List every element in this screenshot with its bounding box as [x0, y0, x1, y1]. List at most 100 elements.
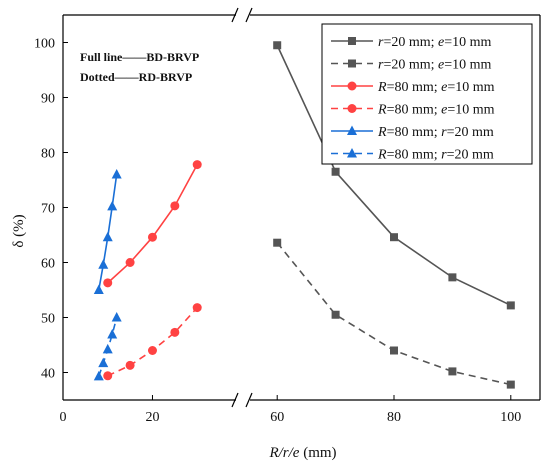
y-tick-label: 70 [41, 202, 55, 217]
legend-label-part: e [441, 80, 447, 95]
annotation-lead: Dotted [80, 70, 115, 84]
annotation-tail: BD-BRVP [146, 50, 199, 64]
legend-label: r=20 mm; e=10 mm [378, 58, 492, 73]
y-tick-label: 60 [41, 257, 55, 272]
series-line [107, 307, 198, 377]
legend-label-part: =20 mm [447, 125, 494, 140]
data-point [98, 357, 109, 368]
series-line [107, 164, 198, 284]
data-point [102, 343, 113, 354]
legend-swatch-marker [347, 81, 357, 91]
data-point [506, 301, 515, 310]
data-point [448, 367, 457, 376]
data-point [390, 346, 398, 355]
y-tick-label: 100 [34, 37, 55, 52]
legend-label-part: r [378, 58, 384, 73]
series-1 [273, 41, 515, 310]
annotation-dotted: Dotted——RD-BRVP [80, 70, 192, 84]
series-3 [103, 160, 202, 288]
legend-label-part: =10 mm [447, 103, 494, 118]
data-point [273, 41, 282, 50]
data-point [93, 284, 104, 294]
x-tick-label: 60 [270, 410, 284, 425]
series-group [93, 41, 515, 389]
legend-item-3: R=80 mm; e=10 mm [331, 80, 495, 95]
data-point [390, 233, 398, 242]
legend-label-part: =20 mm; [383, 58, 438, 73]
data-point [170, 201, 180, 211]
legend-label-part: =80 mm; [387, 103, 442, 118]
axis-break-mark [245, 392, 253, 408]
legend-label-part: =10 mm [447, 80, 494, 95]
legend-item-5: R=80 mm; r=20 mm [331, 125, 494, 140]
x-tick-label: 80 [387, 410, 401, 425]
series-2 [273, 238, 515, 389]
legend-label-part: =10 mm [444, 58, 491, 73]
series-4 [103, 303, 202, 381]
legend-label-part: =80 mm; [387, 80, 442, 95]
legend-swatch-marker [347, 104, 357, 113]
legend-label-part: =20 mm; [383, 35, 438, 50]
legend-swatch-marker [347, 148, 357, 158]
data-point [192, 303, 202, 313]
legend-label-part: =20 mm [447, 148, 494, 163]
annotation-dash: —— [114, 70, 140, 84]
axes: 40 50 60 70 80 90 100 0 20 60 80 100 [34, 37, 521, 426]
legend-label-part: r [441, 125, 447, 140]
x-axis-label-vars: R/r/e [268, 445, 299, 461]
y-tick-label: 50 [41, 312, 55, 327]
data-point [192, 160, 202, 170]
legend-label-part: R [377, 148, 387, 163]
y-tick-label: 40 [41, 367, 55, 382]
legend-label-part: e [438, 35, 444, 50]
data-point [103, 278, 113, 288]
legend-label-part: R [377, 80, 387, 95]
series-line [276, 242, 511, 386]
x-tick-label: 20 [145, 410, 159, 425]
legend-box [321, 23, 533, 165]
data-point [170, 327, 180, 337]
legend-label: R=80 mm; e=10 mm [377, 103, 495, 118]
x-axis-label: R/r/e (mm) [268, 445, 336, 461]
data-point [147, 346, 157, 355]
data-point [107, 329, 118, 339]
legend-label: R=80 mm; r=20 mm [377, 125, 494, 140]
legend-label-part: r [441, 148, 447, 163]
data-point [125, 258, 135, 267]
annotation-dash: —— [121, 50, 147, 64]
legend-label-part: e [438, 58, 444, 73]
series-6 [93, 312, 122, 381]
axis-break-mark [231, 392, 239, 408]
legend-swatch-marker [347, 125, 357, 135]
x-axis-label-unit: (mm) [299, 445, 336, 461]
data-point [273, 238, 282, 247]
legend-item-1: r=20 mm; e=10 mm [331, 35, 492, 50]
legend-item-4: R=80 mm; e=10 mm [331, 103, 495, 118]
data-point [102, 231, 113, 242]
legend-label-part: e [441, 103, 447, 118]
legend-label-part: r [378, 35, 384, 50]
axis-break-mark [245, 7, 253, 23]
y-tick-label: 90 [41, 92, 55, 107]
data-point [93, 370, 104, 381]
legend-item-6: R=80 mm; r=20 mm [331, 148, 494, 163]
annotation-full_line: Full line——BD-BRVP [80, 50, 199, 64]
legend-swatch-marker [348, 59, 356, 68]
legend-label: R=80 mm; e=10 mm [377, 80, 495, 95]
data-point [103, 371, 113, 381]
series-5 [93, 169, 122, 294]
data-point [506, 380, 515, 389]
legend-label-part: =80 mm; [387, 125, 442, 140]
legend: r=20 mm; e=10 mmr=20 mm; e=10 mmR=80 mm;… [321, 23, 533, 165]
data-point [98, 259, 109, 269]
x-tick-label: 100 [500, 410, 521, 425]
data-point [331, 167, 340, 176]
legend-label: r=20 mm; e=10 mm [378, 35, 492, 50]
data-point [125, 360, 135, 370]
annotation-tail: RD-BRVP [139, 70, 193, 84]
data-point [331, 310, 340, 319]
data-point [448, 273, 457, 282]
x-tick-label: 0 [60, 410, 67, 425]
